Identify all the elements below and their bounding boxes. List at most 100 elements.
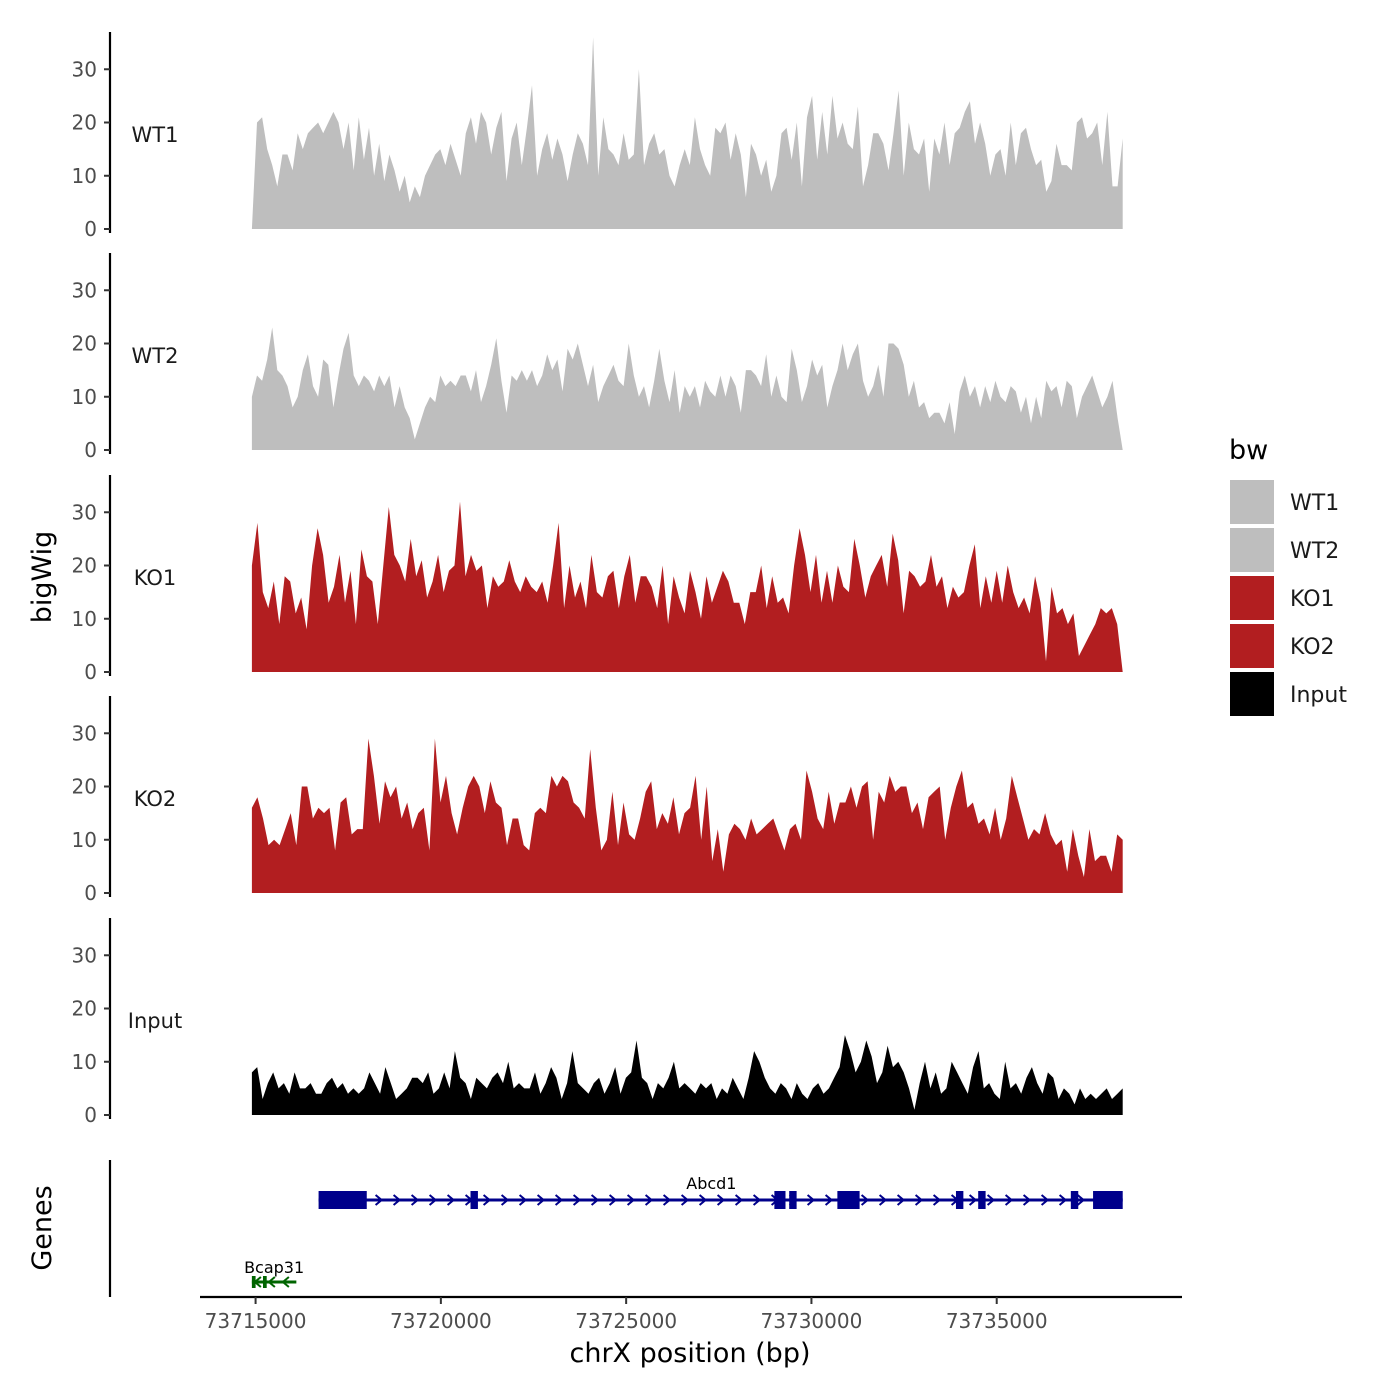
strand-arrow <box>734 1194 744 1206</box>
gene-exon <box>470 1191 478 1209</box>
gene-abcd1: Abcd1 <box>318 1174 1123 1209</box>
y-tick-label: 20 <box>72 997 97 1021</box>
track-label-ko1: KO1 <box>134 566 177 590</box>
strand-arrow <box>428 1194 438 1206</box>
gene-exon <box>978 1191 986 1209</box>
strand-arrow <box>698 1194 708 1206</box>
strand-arrow <box>1076 1194 1086 1206</box>
legend-label-wt2: WT2 <box>1290 539 1339 564</box>
legend-swatch-input <box>1230 672 1274 716</box>
gene-exon <box>789 1191 797 1209</box>
strand-arrow <box>1022 1194 1032 1206</box>
legend-swatch-ko2 <box>1230 624 1274 668</box>
strand-arrow <box>806 1194 816 1206</box>
strand-arrow <box>860 1194 870 1206</box>
legend-label-wt1: WT1 <box>1290 491 1339 516</box>
gene-exon <box>1070 1191 1079 1209</box>
genes-axis-title: Genes <box>27 1185 58 1270</box>
strand-arrow <box>662 1194 672 1206</box>
y-tick-label: 0 <box>84 217 97 241</box>
track-label-wt1: WT1 <box>132 123 179 147</box>
gene-label: Abcd1 <box>686 1174 736 1193</box>
gene-exon <box>251 1276 256 1288</box>
strand-arrow <box>608 1194 618 1206</box>
legend-label-input: Input <box>1290 683 1347 708</box>
strand-arrow <box>644 1194 654 1206</box>
gene-exon <box>774 1191 786 1209</box>
strand-arrow <box>410 1194 420 1206</box>
y-tick-label: 30 <box>72 57 97 81</box>
legend-swatch-ko1 <box>1230 576 1274 620</box>
gene-exon <box>318 1191 367 1209</box>
strand-arrow <box>716 1194 726 1206</box>
y-tick-label: 20 <box>72 332 97 356</box>
y-tick-label: 10 <box>72 385 97 409</box>
x-axis-title: chrX position (bp) <box>569 1338 810 1369</box>
x-tick-label: 73715000 <box>205 1309 307 1333</box>
strand-arrow <box>626 1194 636 1206</box>
strand-arrow <box>500 1194 510 1206</box>
strand-arrow <box>536 1194 546 1206</box>
strand-arrow <box>914 1194 924 1206</box>
strand-arrow <box>932 1194 942 1206</box>
legend-title: bw <box>1229 435 1268 466</box>
y-tick-label: 10 <box>72 607 97 631</box>
y-tick-label: 20 <box>72 775 97 799</box>
tracks-group: 0 10 20 30 WT1 0 10 20 30 WT2 0 10 20 30 KO1 0 10 20 30 KO2… <box>72 32 1123 1127</box>
x-tick-label: 73730000 <box>761 1309 863 1333</box>
y-tick-label: 20 <box>72 554 97 578</box>
legend-swatch-wt1 <box>1230 480 1274 524</box>
y-tick-label: 10 <box>72 828 97 852</box>
area-ko2 <box>251 738 1123 893</box>
area-input <box>251 1035 1123 1115</box>
x-axis: 73715000 73720000 73725000 73730000 73735000 <box>200 1295 1182 1333</box>
gene-exon <box>1093 1191 1123 1209</box>
y-tick-label: 30 <box>72 721 97 745</box>
legend-swatch-wt2 <box>1230 528 1274 572</box>
area-wt2 <box>251 327 1123 450</box>
track-label-ko2: KO2 <box>134 787 177 811</box>
legend-label-ko2: KO2 <box>1290 635 1335 660</box>
x-tick-label: 73720000 <box>390 1309 492 1333</box>
strand-arrow <box>986 1194 996 1206</box>
legend-label-ko1: KO1 <box>1290 587 1335 612</box>
strand-arrow <box>482 1194 492 1206</box>
y-axis-title: bigWig <box>27 531 58 624</box>
y-tick-label: 10 <box>72 164 97 188</box>
y-tick-label: 0 <box>84 881 97 905</box>
strand-arrow <box>392 1194 402 1206</box>
x-tick-label: 73725000 <box>575 1309 677 1333</box>
gene-exon <box>837 1191 860 1209</box>
strand-arrow <box>968 1194 978 1206</box>
track-ko1: 0 10 20 30 KO1 <box>72 475 1123 684</box>
y-tick-label: 0 <box>84 660 97 684</box>
y-tick-label: 0 <box>84 1103 97 1127</box>
genes-track: Abcd1 Bcap31 <box>108 1160 1123 1297</box>
strand-arrow <box>680 1194 690 1206</box>
y-tick-label: 10 <box>72 1050 97 1074</box>
strand-arrow <box>518 1194 528 1206</box>
track-input: 0 10 20 30 Input <box>72 918 1123 1127</box>
strand-arrow <box>267 1276 276 1288</box>
y-tick-label: 30 <box>72 943 97 967</box>
strand-arrow <box>590 1194 600 1206</box>
strand-arrow <box>446 1194 456 1206</box>
area-ko1 <box>251 501 1123 672</box>
track-wt1: 0 10 20 30 WT1 <box>72 32 1123 241</box>
gene-bcap31: Bcap31 <box>244 1258 304 1288</box>
strand-arrow <box>281 1276 290 1288</box>
gene-exon <box>262 1276 267 1288</box>
gene-exon <box>955 1191 964 1209</box>
strand-arrow <box>1004 1194 1014 1206</box>
strand-arrow <box>1040 1194 1050 1206</box>
track-label-wt2: WT2 <box>132 344 179 368</box>
strand-arrow <box>896 1194 906 1206</box>
gene-label: Bcap31 <box>244 1258 304 1277</box>
track-ko2: 0 10 20 30 KO2 <box>72 696 1123 905</box>
y-tick-label: 0 <box>84 438 97 462</box>
strand-arrow <box>554 1194 564 1206</box>
x-tick-label: 73735000 <box>946 1309 1048 1333</box>
track-wt2: 0 10 20 30 WT2 <box>72 253 1123 462</box>
strand-arrow <box>824 1194 834 1206</box>
